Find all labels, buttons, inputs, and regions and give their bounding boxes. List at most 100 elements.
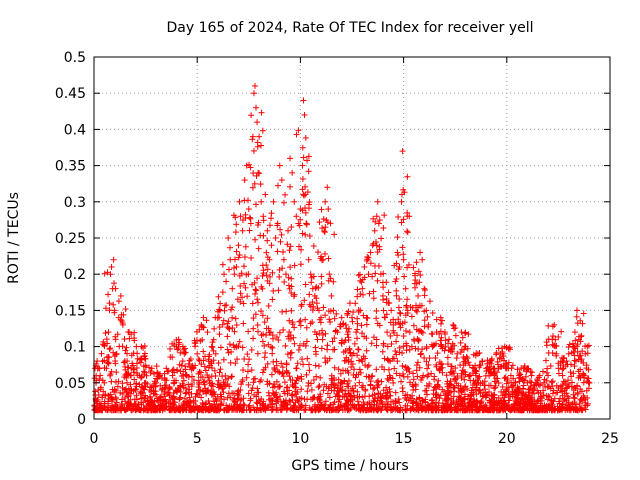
data-point [250, 147, 257, 154]
data-point [225, 349, 232, 356]
data-point [437, 337, 444, 344]
data-point [251, 180, 258, 187]
data-point [459, 334, 466, 341]
data-point [325, 255, 332, 262]
data-point [413, 367, 420, 374]
data-point [239, 294, 246, 301]
data-point [252, 290, 259, 297]
data-point [261, 342, 268, 349]
data-point [131, 329, 138, 336]
data-point [346, 346, 353, 353]
x-tick-label: 20 [498, 431, 516, 447]
data-point [244, 351, 251, 358]
data-point [417, 351, 424, 358]
data-point [180, 377, 187, 384]
data-point [354, 320, 361, 327]
data-point [395, 396, 402, 403]
data-point [255, 328, 262, 335]
data-point [393, 338, 400, 345]
data-point [380, 225, 387, 232]
data-point [549, 378, 556, 385]
data-point [457, 339, 464, 346]
data-point [119, 390, 126, 397]
data-point [216, 369, 223, 376]
data-point [302, 281, 309, 288]
data-point [465, 373, 472, 380]
data-point [195, 384, 202, 391]
data-point [367, 260, 374, 267]
data-point [421, 287, 428, 294]
data-point [211, 325, 218, 332]
x-axis-title: GPS time / hours [291, 458, 408, 474]
data-point [560, 397, 567, 404]
data-point [254, 221, 261, 228]
data-point [224, 394, 231, 401]
data-point [201, 363, 208, 370]
data-point [300, 361, 307, 368]
data-point [537, 393, 544, 400]
data-point [266, 222, 273, 229]
data-point [219, 321, 226, 328]
data-point [104, 340, 111, 347]
data-point [208, 373, 215, 380]
data-point [302, 231, 309, 238]
data-point [174, 346, 181, 353]
y-tick-label: 0 [77, 412, 86, 428]
data-point [546, 394, 553, 401]
data-point [260, 331, 267, 338]
data-point [228, 348, 235, 355]
data-point [105, 354, 112, 361]
data-point [354, 388, 361, 395]
data-point [379, 348, 386, 355]
data-point [444, 361, 451, 368]
y-tick-label: 0.4 [64, 122, 86, 138]
data-point [268, 215, 275, 222]
data-point [233, 221, 240, 228]
data-point [185, 360, 192, 367]
data-point [363, 347, 370, 354]
y-tick-label: 0.05 [55, 376, 86, 392]
data-point [380, 307, 387, 314]
data-point [215, 293, 222, 300]
data-point [248, 346, 255, 353]
data-point [369, 273, 376, 280]
data-point [225, 266, 232, 273]
data-point [220, 317, 227, 324]
data-point [290, 334, 297, 341]
data-point [305, 153, 312, 160]
data-point [375, 390, 382, 397]
x-tick-label: 25 [601, 431, 619, 447]
x-tick-label: 5 [193, 431, 202, 447]
data-point [509, 362, 516, 369]
data-point [310, 376, 317, 383]
data-point [400, 333, 407, 340]
data-point [430, 399, 437, 406]
y-tick-label: 0.5 [64, 50, 86, 66]
data-point [520, 382, 527, 389]
data-point [300, 340, 307, 347]
data-point [396, 349, 403, 356]
data-point [248, 254, 255, 261]
data-point [472, 362, 479, 369]
x-tick-label: 15 [395, 431, 413, 447]
data-point [273, 378, 280, 385]
data-point [435, 377, 442, 384]
data-point [579, 348, 586, 355]
data-point [314, 336, 321, 343]
data-point [242, 243, 249, 250]
data-point [433, 361, 440, 368]
data-point [122, 347, 129, 354]
data-point [286, 373, 293, 380]
data-point [499, 383, 506, 390]
data-point [401, 273, 408, 280]
y-tick-label: 0.1 [64, 340, 86, 356]
data-point [522, 373, 529, 380]
data-point [547, 362, 554, 369]
data-point [251, 279, 258, 286]
points-layer [91, 82, 593, 414]
data-point [306, 291, 313, 298]
data-point [269, 269, 276, 276]
data-point [548, 379, 555, 386]
data-point [393, 351, 400, 358]
data-point [287, 332, 294, 339]
